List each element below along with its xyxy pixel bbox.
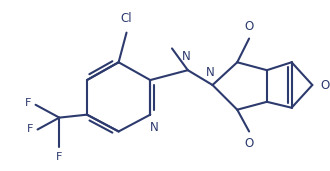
Text: F: F [25, 98, 32, 108]
Text: N: N [206, 66, 215, 79]
Text: Cl: Cl [121, 12, 132, 25]
Text: N: N [182, 50, 190, 63]
Text: F: F [56, 152, 62, 162]
Text: N: N [150, 121, 159, 134]
Text: O: O [245, 20, 254, 33]
Text: O: O [320, 78, 330, 91]
Text: F: F [27, 124, 34, 134]
Text: O: O [245, 137, 254, 150]
